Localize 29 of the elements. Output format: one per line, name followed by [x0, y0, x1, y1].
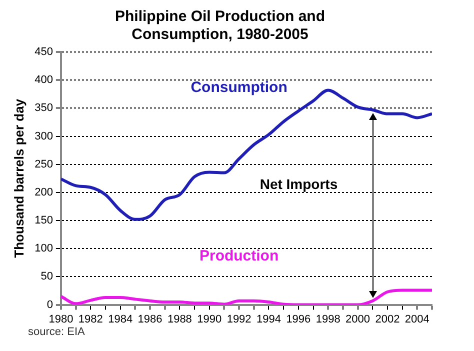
y-tick-label: 200: [34, 186, 53, 198]
x-tick-label: 1980: [48, 313, 74, 326]
x-tick-label: 2004: [404, 313, 430, 326]
x-tick-label: 1984: [108, 313, 133, 326]
source-note: source: EIA: [28, 326, 85, 338]
x-tick-label: 1990: [197, 313, 222, 326]
x-tick-label: 1998: [316, 313, 340, 326]
text: Production: [199, 248, 279, 265]
x-tick-label: 1992: [226, 313, 252, 326]
y-tick-label: 50: [40, 270, 53, 283]
y-tick-label: 150: [34, 214, 53, 227]
y-tick-label: 350: [34, 102, 53, 114]
x-tick-label: 2000: [346, 313, 370, 326]
y-axis-title: Thousand barrels per day: [11, 98, 26, 258]
x-tick-label: 1982: [78, 313, 103, 326]
annotation: Net Imports: [260, 176, 338, 192]
x-tick-label: 2002: [375, 313, 400, 326]
x-tick-label: 1996: [286, 313, 311, 326]
chart-title: Philippine Oil Production and Consumption, 1980-2005: [115, 8, 325, 44]
series-label: Consumption: [190, 78, 288, 96]
y-tick-label: 300: [34, 130, 53, 142]
x-tick-label: 1994: [256, 313, 281, 326]
y-tick-label: 400: [34, 74, 53, 86]
y-tick-label: 250: [34, 158, 53, 170]
x-tick-label: 1986: [138, 313, 162, 326]
y-tick-label: 450: [34, 46, 53, 58]
x-tick-label: 1988: [167, 313, 192, 326]
y-tick-label: 100: [34, 242, 53, 255]
y-tick-label: 0: [46, 298, 53, 311]
